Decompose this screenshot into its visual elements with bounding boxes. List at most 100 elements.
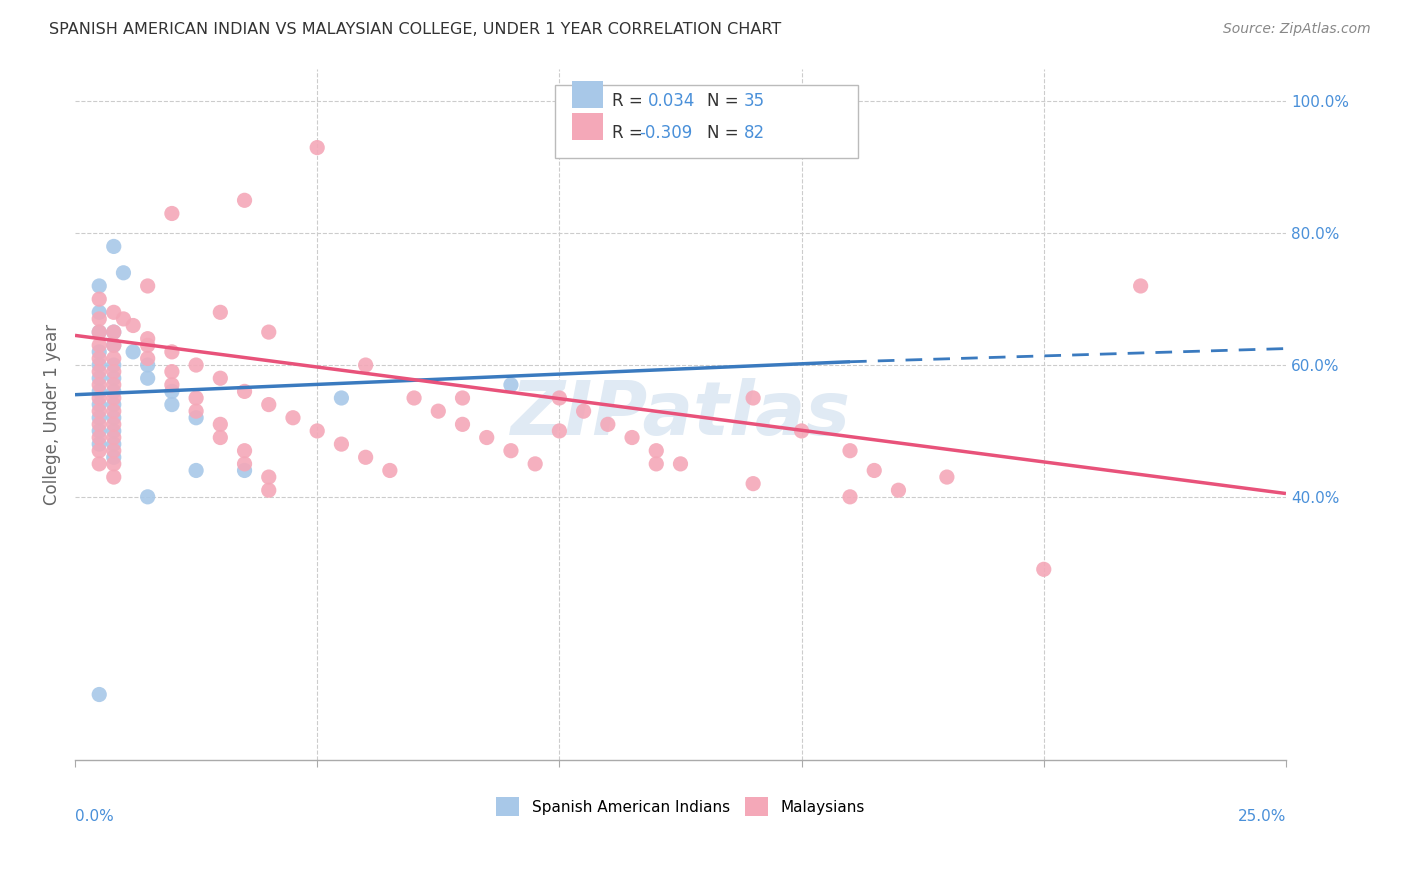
Point — [742, 391, 765, 405]
Text: ZIPatlas: ZIPatlas — [510, 378, 851, 451]
Point — [103, 424, 125, 438]
Point — [112, 266, 135, 280]
Point — [209, 417, 232, 432]
Point — [184, 358, 207, 372]
Point — [621, 430, 644, 444]
Legend: Spanish American Indians, Malaysians: Spanish American Indians, Malaysians — [491, 791, 870, 822]
Point — [427, 404, 450, 418]
Point — [89, 384, 111, 399]
Point — [89, 404, 111, 418]
Text: 35: 35 — [744, 92, 765, 110]
Point — [209, 430, 232, 444]
Point — [548, 391, 571, 405]
Point — [669, 457, 692, 471]
Point — [451, 391, 474, 405]
Point — [103, 384, 125, 399]
Point — [160, 206, 183, 220]
Point — [89, 305, 111, 319]
Point — [233, 194, 256, 208]
Point — [136, 279, 159, 293]
Point — [839, 443, 862, 458]
Point — [89, 424, 111, 438]
Point — [103, 325, 125, 339]
Point — [645, 457, 668, 471]
Point — [209, 371, 232, 385]
Text: Source: ZipAtlas.com: Source: ZipAtlas.com — [1223, 22, 1371, 37]
Point — [1129, 279, 1152, 293]
Point — [863, 463, 886, 477]
Point — [524, 457, 547, 471]
Y-axis label: College, Under 1 year: College, Under 1 year — [44, 324, 60, 505]
Text: 82: 82 — [744, 124, 765, 142]
Text: 0.034: 0.034 — [648, 92, 696, 110]
Point — [404, 391, 426, 405]
Point — [378, 463, 401, 477]
Point — [596, 417, 619, 432]
Point — [1032, 562, 1054, 576]
Point — [935, 470, 957, 484]
Point — [103, 351, 125, 366]
Point — [103, 239, 125, 253]
Point — [103, 338, 125, 352]
Point — [89, 351, 111, 366]
Point — [136, 371, 159, 385]
Point — [103, 398, 125, 412]
Point — [160, 344, 183, 359]
Point — [89, 325, 111, 339]
Point — [136, 332, 159, 346]
Point — [572, 404, 595, 418]
Point — [839, 490, 862, 504]
Point — [89, 377, 111, 392]
Point — [89, 325, 111, 339]
Point — [89, 312, 111, 326]
Point — [89, 398, 111, 412]
Point — [122, 318, 145, 333]
Point — [103, 443, 125, 458]
Point — [160, 365, 183, 379]
Point — [257, 483, 280, 498]
Point — [307, 140, 329, 154]
Point — [103, 450, 125, 465]
Point — [89, 417, 111, 432]
Point — [330, 391, 353, 405]
Point — [89, 443, 111, 458]
Point — [89, 430, 111, 444]
Point — [475, 430, 498, 444]
Point — [136, 338, 159, 352]
Text: N =: N = — [707, 124, 744, 142]
Text: -0.309: -0.309 — [640, 124, 693, 142]
Point — [184, 463, 207, 477]
Point — [307, 424, 329, 438]
Point — [499, 443, 522, 458]
Point — [184, 410, 207, 425]
Point — [136, 490, 159, 504]
Text: N =: N = — [707, 92, 744, 110]
Point — [103, 457, 125, 471]
Point — [103, 410, 125, 425]
Text: 25.0%: 25.0% — [1237, 809, 1286, 824]
Point — [89, 292, 111, 306]
Point — [233, 384, 256, 399]
Point — [451, 417, 474, 432]
Point — [742, 476, 765, 491]
Point — [354, 450, 377, 465]
Point — [233, 463, 256, 477]
Point — [233, 457, 256, 471]
Point — [136, 351, 159, 366]
Point — [136, 358, 159, 372]
Point — [89, 371, 111, 385]
Text: SPANISH AMERICAN INDIAN VS MALAYSIAN COLLEGE, UNDER 1 YEAR CORRELATION CHART: SPANISH AMERICAN INDIAN VS MALAYSIAN COL… — [49, 22, 782, 37]
Point — [330, 437, 353, 451]
Point — [103, 365, 125, 379]
Point — [89, 391, 111, 405]
Point — [89, 437, 111, 451]
Point — [89, 410, 111, 425]
Point — [89, 279, 111, 293]
Point — [184, 391, 207, 405]
Text: R =: R = — [612, 124, 648, 142]
Point — [103, 325, 125, 339]
Point — [103, 404, 125, 418]
Point — [103, 430, 125, 444]
Point — [257, 470, 280, 484]
Point — [499, 377, 522, 392]
